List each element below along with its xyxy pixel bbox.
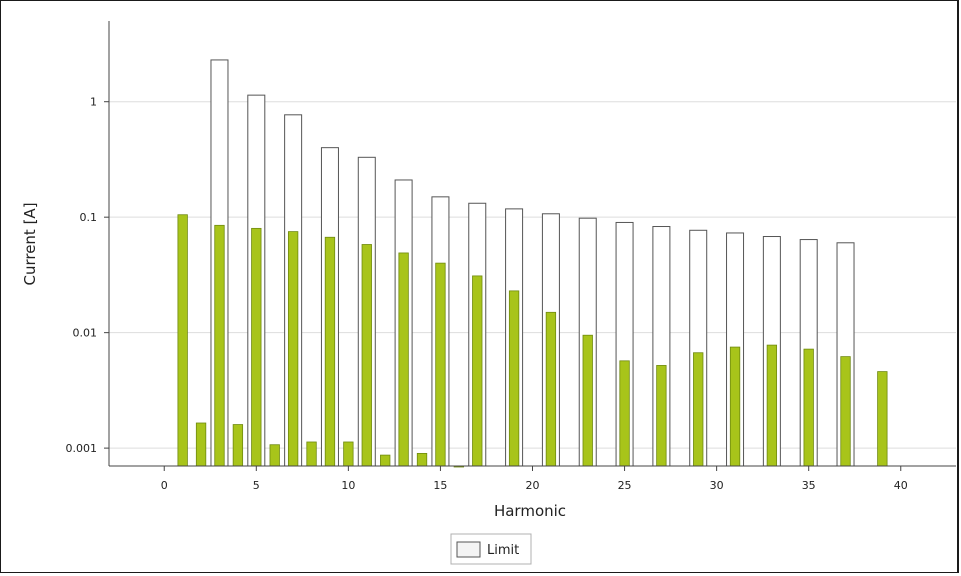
measured-bar (324, 236, 336, 467)
measured-bar (306, 441, 317, 467)
measured-bar (343, 441, 354, 467)
x-axis-ticks: 0 5 10 15 20 25 30 35 40 (161, 466, 908, 492)
measured-bar (269, 444, 280, 467)
x-axis-title: Harmonic (494, 502, 566, 520)
limit-series (210, 59, 855, 467)
x-tick-label: 10 (341, 479, 355, 492)
y-tick-label: 0.001 (66, 442, 98, 455)
measured-bar (545, 311, 557, 467)
measured-bar (877, 371, 888, 467)
measured-bar (361, 244, 372, 467)
grid (109, 101, 956, 449)
x-tick-label: 30 (710, 479, 724, 492)
x-tick-label: 35 (802, 479, 816, 492)
measured-bar (840, 356, 851, 467)
measured-bar (656, 365, 667, 467)
measured-bar (287, 231, 299, 467)
y-axis-ticks: 0.001 0.01 0.1 1 (66, 96, 109, 455)
measured-bar (508, 290, 520, 467)
legend-label-limit: Limit (487, 543, 519, 558)
legend-swatch-limit (456, 541, 481, 558)
measured-bar (693, 352, 704, 467)
x-tick-label: 0 (161, 479, 168, 492)
x-tick-label: 25 (618, 479, 632, 492)
x-tick-label: 5 (253, 479, 260, 492)
measured-bar (582, 334, 593, 467)
measured-bar (472, 275, 483, 467)
measured-bar (251, 227, 262, 467)
y-tick-label: 0.1 (80, 211, 98, 224)
x-tick-label: 20 (526, 479, 540, 492)
measured-bar (416, 452, 428, 467)
axes (108, 21, 956, 467)
measured-bar (435, 262, 446, 467)
x-tick-label: 15 (433, 479, 447, 492)
measured-bar (803, 348, 814, 467)
measured-bar (619, 360, 630, 467)
measured-bar (195, 422, 207, 467)
y-axis-title: Current [A] (21, 202, 39, 285)
measured-bar (729, 346, 741, 467)
measured-bar (232, 424, 244, 467)
measured-bar (177, 214, 188, 467)
y-tick-label: 1 (90, 96, 97, 109)
legend[interactable]: Limit (450, 533, 532, 565)
measured-bar (380, 454, 391, 467)
measured-series (177, 214, 888, 468)
y-tick-label: 0.01 (73, 327, 98, 340)
measured-bar (766, 344, 778, 467)
x-tick-label: 40 (894, 479, 908, 492)
measured-bar (214, 224, 225, 467)
measured-bar (398, 252, 409, 467)
